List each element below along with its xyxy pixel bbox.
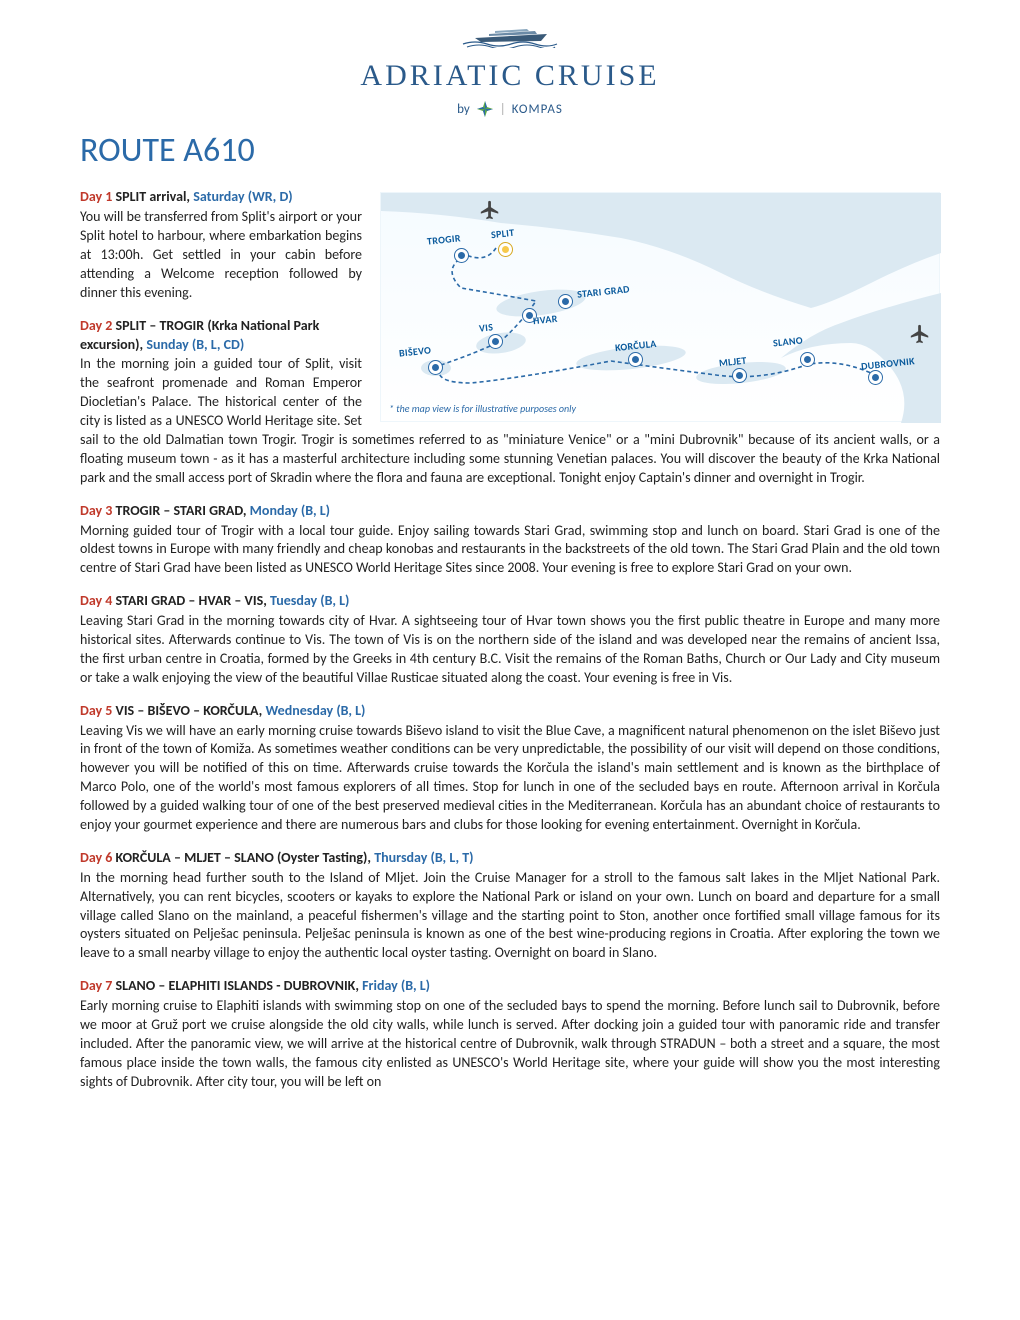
day-heading: Day 7 SLANO – ELAPHITI ISLANDS - DUBROVN… bbox=[80, 977, 940, 996]
brand-subtitle: by | KOMPAS bbox=[80, 100, 940, 118]
day-body: Early morning cruise to Elaphiti islands… bbox=[80, 997, 940, 1091]
map-label: SPLIT bbox=[490, 226, 515, 242]
day-date: Tuesday (B, L) bbox=[267, 592, 350, 609]
route-map: TROGIR SPLIT STARI GRAD HVAR VIS BIŠEVO … bbox=[380, 192, 940, 422]
day-title: TROGIR – STARI GRAD, bbox=[112, 502, 246, 519]
page-title: ROUTE A610 bbox=[80, 128, 940, 174]
kompas-star-icon bbox=[476, 100, 494, 118]
day-body: Leaving Stari Grad in the morning toward… bbox=[80, 612, 940, 688]
brand-title: ADRIATIC CRUISE bbox=[80, 56, 940, 97]
day-number: Day 1 bbox=[80, 188, 112, 205]
brand-logo: ADRIATIC CRUISE by | KOMPAS bbox=[80, 20, 940, 118]
day-number: Day 5 bbox=[80, 702, 112, 719]
day-number: Day 7 bbox=[80, 977, 112, 994]
map-footnote: * the map view is for illustrative purpo… bbox=[389, 402, 576, 416]
day-heading: Day 4 STARI GRAD – HVAR – VIS, Tuesday (… bbox=[80, 592, 940, 611]
day-date: Monday (B, L) bbox=[247, 502, 331, 519]
day-heading: Day 6 KORČULA – MLJET – SLANO (Oyster Ta… bbox=[80, 849, 940, 868]
day-number: Day 4 bbox=[80, 592, 112, 609]
by-label: by bbox=[457, 101, 470, 119]
day-number: Day 2 bbox=[80, 317, 112, 334]
day-date: Friday (B, L) bbox=[359, 977, 430, 994]
day-heading: Day 3 TROGIR – STARI GRAD, Monday (B, L) bbox=[80, 502, 940, 521]
day-number: Day 6 bbox=[80, 849, 112, 866]
day-body: Leaving Vis we will have an early mornin… bbox=[80, 722, 940, 835]
divider: | bbox=[500, 101, 506, 119]
day-date: Sunday (B, L, CD) bbox=[143, 336, 244, 353]
day-title: VIS – BIŠEVO – KORČULA, bbox=[112, 702, 262, 719]
ship-icon bbox=[455, 20, 565, 54]
day-title: SLANO – ELAPHITI ISLANDS - DUBROVNIK, bbox=[112, 977, 359, 994]
map-label: VIS bbox=[478, 321, 494, 336]
day-heading: Day 5 VIS – BIŠEVO – KORČULA, Wednesday … bbox=[80, 702, 940, 721]
day-body: In the morning head further south to the… bbox=[80, 869, 940, 963]
day-title: SPLIT arrival, bbox=[112, 188, 190, 205]
day-number: Day 3 bbox=[80, 502, 112, 519]
day-date: Thursday (B, L, T) bbox=[371, 849, 473, 866]
kompas-label: KOMPAS bbox=[512, 101, 563, 119]
day-body: Morning guided tour of Trogir with a loc… bbox=[80, 522, 940, 579]
day-title: KORČULA – MLJET – SLANO (Oyster Tasting)… bbox=[112, 849, 371, 866]
day-date: Saturday (WR, D) bbox=[190, 188, 293, 205]
day-date: Wednesday (B, L) bbox=[262, 702, 365, 719]
day-title: STARI GRAD – HVAR – VIS, bbox=[112, 592, 266, 609]
